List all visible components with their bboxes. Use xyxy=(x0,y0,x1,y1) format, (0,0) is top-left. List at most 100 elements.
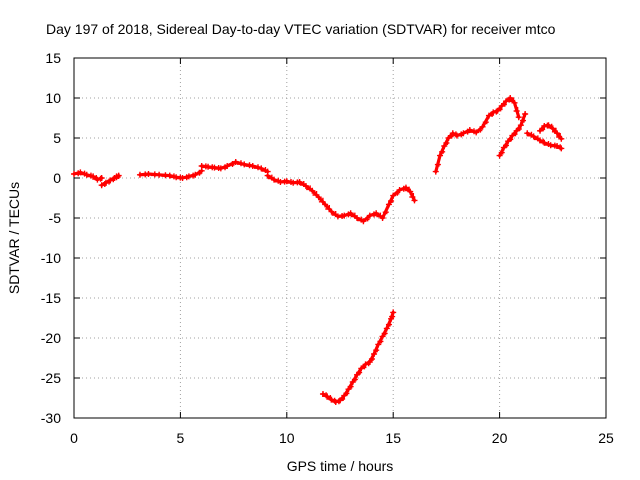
data-point xyxy=(517,122,524,129)
series-seg-6 xyxy=(319,309,397,405)
data-point xyxy=(192,171,199,178)
series-seg-1 xyxy=(71,169,105,183)
data-point xyxy=(318,197,325,204)
x-tick-label: 20 xyxy=(492,430,508,446)
data-point xyxy=(379,333,386,340)
data-point xyxy=(476,126,483,133)
data-point xyxy=(496,152,503,159)
data-point xyxy=(358,365,365,372)
data-point xyxy=(343,389,350,396)
data-point xyxy=(513,107,520,113)
data-point xyxy=(479,123,486,130)
y-tick-label: -5 xyxy=(49,210,62,226)
x-tick-label: 25 xyxy=(598,430,614,446)
data-point xyxy=(482,118,489,125)
series-trace xyxy=(200,160,270,174)
data-point xyxy=(466,127,473,133)
data-point xyxy=(356,368,363,375)
data-point xyxy=(145,171,152,177)
data-point xyxy=(347,382,354,389)
data-point xyxy=(189,172,196,179)
data-point xyxy=(309,187,316,194)
data-point xyxy=(402,184,409,191)
y-tick-label: -20 xyxy=(41,330,61,346)
data-point xyxy=(381,329,388,336)
data-point xyxy=(549,125,556,132)
data-point xyxy=(409,193,416,199)
y-tick-label: -15 xyxy=(41,290,61,306)
data-point xyxy=(388,197,395,203)
data-point xyxy=(205,163,212,170)
data-point xyxy=(520,116,527,123)
plot-frame xyxy=(73,57,607,419)
data-point xyxy=(141,171,148,178)
data-point xyxy=(83,171,90,178)
data-point xyxy=(198,163,205,169)
series-seg-10 xyxy=(537,122,565,142)
x-tick-label: 5 xyxy=(177,430,185,446)
x-tick-label: 15 xyxy=(385,430,401,446)
y-axis-label: SDTVAR / TECUs xyxy=(6,182,22,294)
y-tick-label: 10 xyxy=(45,90,61,106)
data-point xyxy=(315,194,322,201)
data-point xyxy=(373,346,380,353)
data-point xyxy=(360,218,367,225)
y-tick-label: -30 xyxy=(41,410,61,426)
data-point xyxy=(344,211,351,218)
data-point xyxy=(368,355,375,361)
series-trace xyxy=(321,310,395,404)
data-point xyxy=(161,172,168,179)
data-point xyxy=(296,179,303,185)
data-point xyxy=(515,125,522,131)
data-point xyxy=(77,169,84,176)
data-point xyxy=(115,172,122,179)
data-point xyxy=(375,341,382,348)
data-point xyxy=(502,141,509,148)
data-point xyxy=(363,215,370,222)
data-point xyxy=(264,172,271,179)
data-point xyxy=(507,95,514,101)
data-point xyxy=(437,152,444,159)
series-seg-7 xyxy=(432,95,522,175)
y-tick-label: -10 xyxy=(41,250,61,266)
x-tick-label: 10 xyxy=(279,430,295,446)
data-point xyxy=(366,359,373,365)
series-seg-3 xyxy=(136,167,205,181)
data-point xyxy=(439,147,446,154)
data-point xyxy=(156,171,163,178)
data-point xyxy=(182,174,189,181)
data-point xyxy=(354,215,361,221)
grid xyxy=(74,58,606,418)
data-point xyxy=(390,309,397,316)
data-point xyxy=(385,320,392,327)
data-point xyxy=(325,205,332,211)
chart-title: Day 197 of 2018, Sidereal Day-to-day VTE… xyxy=(46,21,556,37)
data-point xyxy=(393,189,400,196)
data-point xyxy=(399,185,406,192)
data-point xyxy=(379,215,386,221)
data-point xyxy=(232,159,239,165)
data-point xyxy=(312,191,319,197)
data-point xyxy=(377,337,384,344)
y-tick-label: 15 xyxy=(45,50,61,66)
data-point xyxy=(522,111,529,117)
data-point xyxy=(411,197,418,204)
series-trace xyxy=(434,96,521,174)
data-point xyxy=(371,351,378,357)
data-point xyxy=(407,188,414,195)
data-point xyxy=(166,172,173,179)
data-point xyxy=(383,325,390,332)
data-point xyxy=(211,164,218,171)
data-point xyxy=(258,165,265,172)
data-point xyxy=(511,99,518,106)
y-tick-label: 0 xyxy=(53,170,61,186)
data-point xyxy=(390,192,397,199)
data-point xyxy=(524,130,531,137)
data-point xyxy=(228,161,235,167)
x-tick-label: 0 xyxy=(70,430,78,446)
data-point xyxy=(150,171,157,178)
data-point xyxy=(541,139,548,146)
series-seg-8 xyxy=(496,111,529,159)
data-point xyxy=(98,175,105,181)
series-seg-4 xyxy=(198,159,271,175)
